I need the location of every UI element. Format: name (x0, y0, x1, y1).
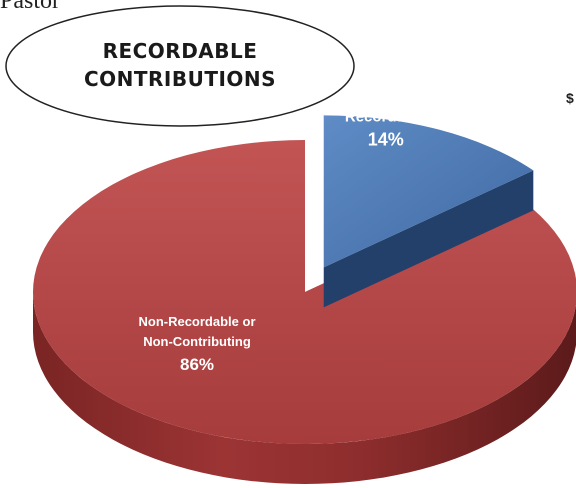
chart-title-line-2: CONTRIBUTIONS (84, 67, 276, 91)
slice-value-1: 86% (180, 355, 214, 374)
slice-label-1-line-0: Non-Recordable or (138, 314, 255, 329)
chart-title-line-1: RECORDABLE (103, 39, 258, 63)
slice-label-1-line-1: Non-Contributing (143, 334, 251, 349)
cropped-top-text: Pastor (0, 0, 60, 14)
pie-slice-1-side-0 (33, 292, 576, 484)
slice-label-0-line-0: Recordable (345, 108, 427, 125)
pie-slice-0 (323, 115, 534, 308)
pie-slice-0-cut-face-1 (323, 170, 534, 308)
cropped-right-text: $ (566, 90, 574, 106)
title-ellipse (5, 5, 355, 127)
slice-labels: Recordable 14% Non-Recordable or Non-Contri… (138, 108, 426, 374)
pie-layer (33, 115, 576, 484)
pie-slice-1-top (33, 140, 576, 444)
pie-slice-0-top (323, 115, 534, 268)
slice-value-0: 14% (368, 129, 404, 149)
chart-title-group: RECORDABLE CONTRIBUTIONS (5, 5, 355, 127)
